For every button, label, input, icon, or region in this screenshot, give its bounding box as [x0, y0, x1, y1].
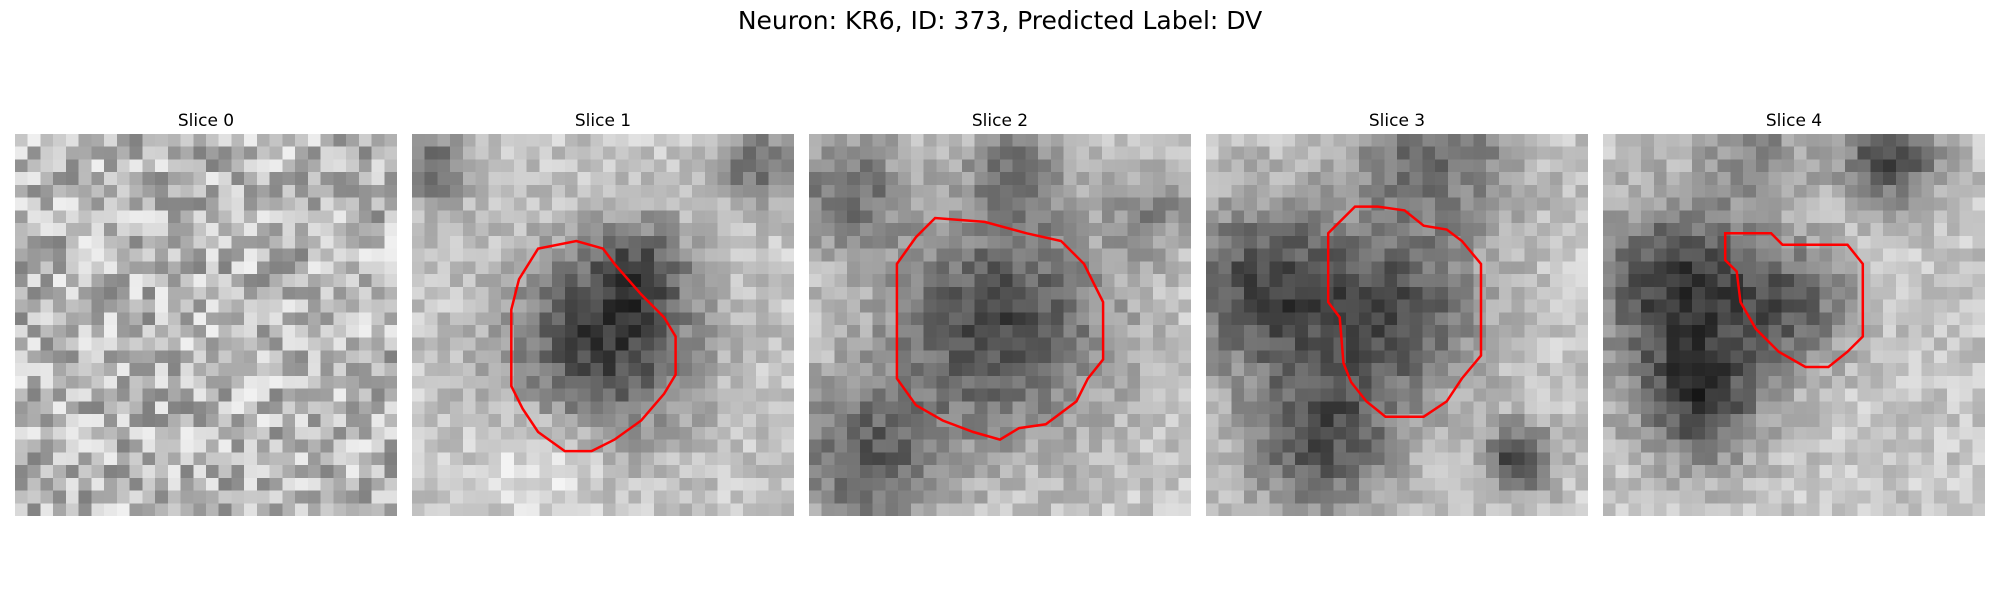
grayscale-patch — [412, 134, 794, 516]
slice-image — [809, 134, 1191, 516]
roi-contour-layer — [510, 239, 677, 453]
slice-image — [1206, 134, 1588, 516]
roi-contour-layer — [15, 134, 397, 516]
slice-image — [412, 134, 794, 516]
slice-panel-1: Slice 1 — [412, 110, 794, 516]
slice-panel-3: Slice 3 — [1206, 110, 1588, 516]
slice-title: Slice 1 — [574, 111, 632, 131]
roi-contour — [510, 239, 677, 453]
slice-title: Slice 2 — [971, 111, 1029, 131]
slice-title: Slice 4 — [1765, 111, 1823, 131]
slice-panel-0: Slice 0 — [15, 110, 397, 516]
slice-title: Slice 0 — [177, 111, 235, 131]
roi-contour-layer — [1723, 232, 1865, 369]
roi-contour-layer — [1326, 205, 1483, 418]
slice-title: Slice 3 — [1368, 111, 1426, 131]
roi-contour — [1326, 205, 1483, 418]
grayscale-patch — [1603, 134, 1985, 516]
grayscale-patch — [15, 134, 397, 516]
grayscale-patch — [809, 134, 1191, 516]
roi-contour — [1723, 232, 1865, 369]
grayscale-patch — [1206, 134, 1588, 516]
slice-panel-4: Slice 4 — [1603, 110, 1985, 516]
roi-contour-layer — [895, 216, 1105, 441]
slice-panel-2: Slice 2 — [809, 110, 1191, 516]
figure-title: Neuron: KR6, ID: 373, Predicted Label: D… — [737, 6, 1263, 35]
roi-contour — [895, 216, 1105, 441]
slice-image — [1603, 134, 1985, 516]
slice-image — [15, 134, 397, 516]
